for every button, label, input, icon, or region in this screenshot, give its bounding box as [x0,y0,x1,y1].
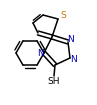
Text: SH: SH [48,77,60,87]
Text: N: N [68,35,74,44]
Text: N: N [70,55,77,64]
Text: N: N [37,49,43,58]
Text: S: S [60,12,66,20]
